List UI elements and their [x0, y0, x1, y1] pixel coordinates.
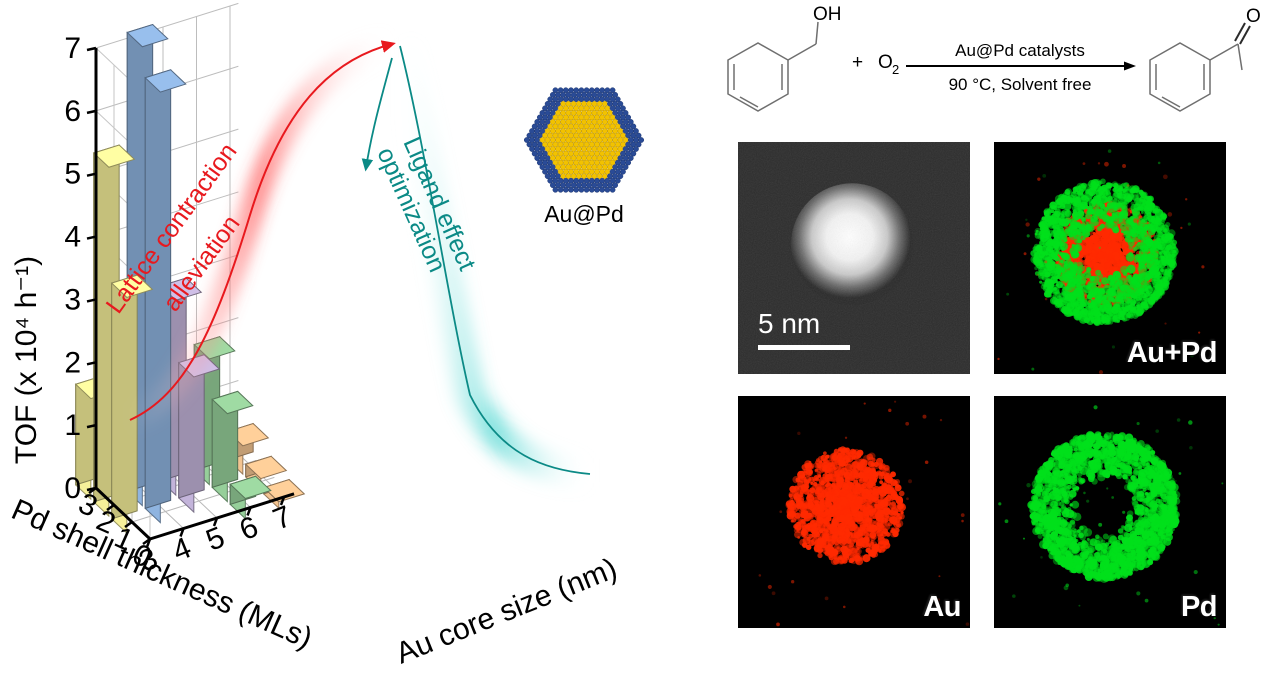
- benzyl-alcohol-structure: [727, 21, 819, 112]
- y-tick-label: 3: [64, 283, 81, 316]
- y-tick-label: 0: [64, 472, 81, 505]
- eds-overlay-label: Au+Pd: [1126, 337, 1218, 369]
- nanoparticle-inset-label: Au@Pd: [544, 201, 624, 227]
- haadf-stem-image: [738, 142, 970, 374]
- z-tick-label: 5: [202, 521, 230, 558]
- chart-trend-annotations: [124, 31, 592, 489]
- trend-curve-red: [129, 40, 396, 421]
- reactant-oh-label: OH: [813, 4, 842, 25]
- haadf-stem-panel: 5 nm: [736, 140, 972, 376]
- trend-arrow-teal-down: [361, 57, 393, 172]
- reaction-arrow: [906, 61, 1136, 71]
- scalebar: [758, 345, 850, 350]
- temperature-condition: 90 °C, Solvent free: [949, 75, 1092, 94]
- z-tick-label: 7: [269, 500, 297, 537]
- eds-au-panel: Au: [736, 394, 972, 630]
- acetophenone-structure: [1149, 22, 1251, 112]
- eds-overlay-image: [994, 142, 1226, 374]
- eds-pd-image: [994, 396, 1226, 628]
- product-carbonyl-label: O: [1246, 6, 1261, 27]
- y-axis-title: TOF (x 10⁴ h⁻¹): [10, 256, 43, 464]
- oxygen-subscript: 2: [892, 62, 899, 77]
- scalebar-label: 5 nm: [758, 308, 821, 339]
- eds-au-image: [738, 396, 970, 628]
- bar: [110, 274, 154, 535]
- annotation-ligand-effect: Ligand effect optimization: [371, 133, 481, 277]
- eds-pd-label: Pd: [1180, 591, 1218, 623]
- chart-axes: [94, 48, 295, 541]
- y-axis-title-text: TOF (x 10⁴ h⁻¹): [10, 256, 43, 464]
- y-tick-label: 2: [64, 346, 81, 379]
- bar: [229, 475, 272, 520]
- bar: [211, 390, 254, 503]
- nanoparticle-inset-drawing: [523, 87, 645, 193]
- oxygen-label: O: [878, 52, 893, 73]
- bar: [177, 354, 221, 514]
- micrograph-grid: 5 nm Au+Pd Au: [736, 140, 1248, 638]
- y-tick-label: 6: [64, 95, 81, 128]
- y-tick-label: 1: [64, 409, 81, 442]
- z-axis-title: Au core size (nm): [391, 552, 621, 671]
- eds-pd-panel: Pd: [992, 394, 1228, 630]
- z-tick-label: 6: [235, 510, 263, 547]
- catalyst-condition: Au@Pd catalysts: [955, 41, 1085, 60]
- x-axis-title: Pd shell thickness (MLs): [7, 493, 317, 655]
- y-tick-label: 5: [64, 158, 81, 191]
- bar: [244, 455, 288, 493]
- reaction-scheme: OH + O 2 Au@Pd catalysts 90 °C, Solvent …: [727, 4, 1261, 112]
- y-tick-label: 7: [64, 32, 81, 65]
- y-tick-label: 4: [64, 221, 81, 254]
- right-panel: OH + O 2 Au@Pd catalysts 90 °C, Solvent …: [706, 0, 1266, 698]
- trend-curve-teal: [399, 45, 591, 475]
- eds-au-label: Au: [923, 591, 961, 623]
- plus-sign: +: [852, 52, 863, 73]
- eds-overlay-panel: Au+Pd: [992, 140, 1228, 376]
